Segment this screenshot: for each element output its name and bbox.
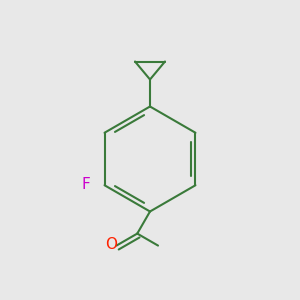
Text: O: O	[105, 237, 117, 252]
Text: F: F	[82, 177, 90, 192]
